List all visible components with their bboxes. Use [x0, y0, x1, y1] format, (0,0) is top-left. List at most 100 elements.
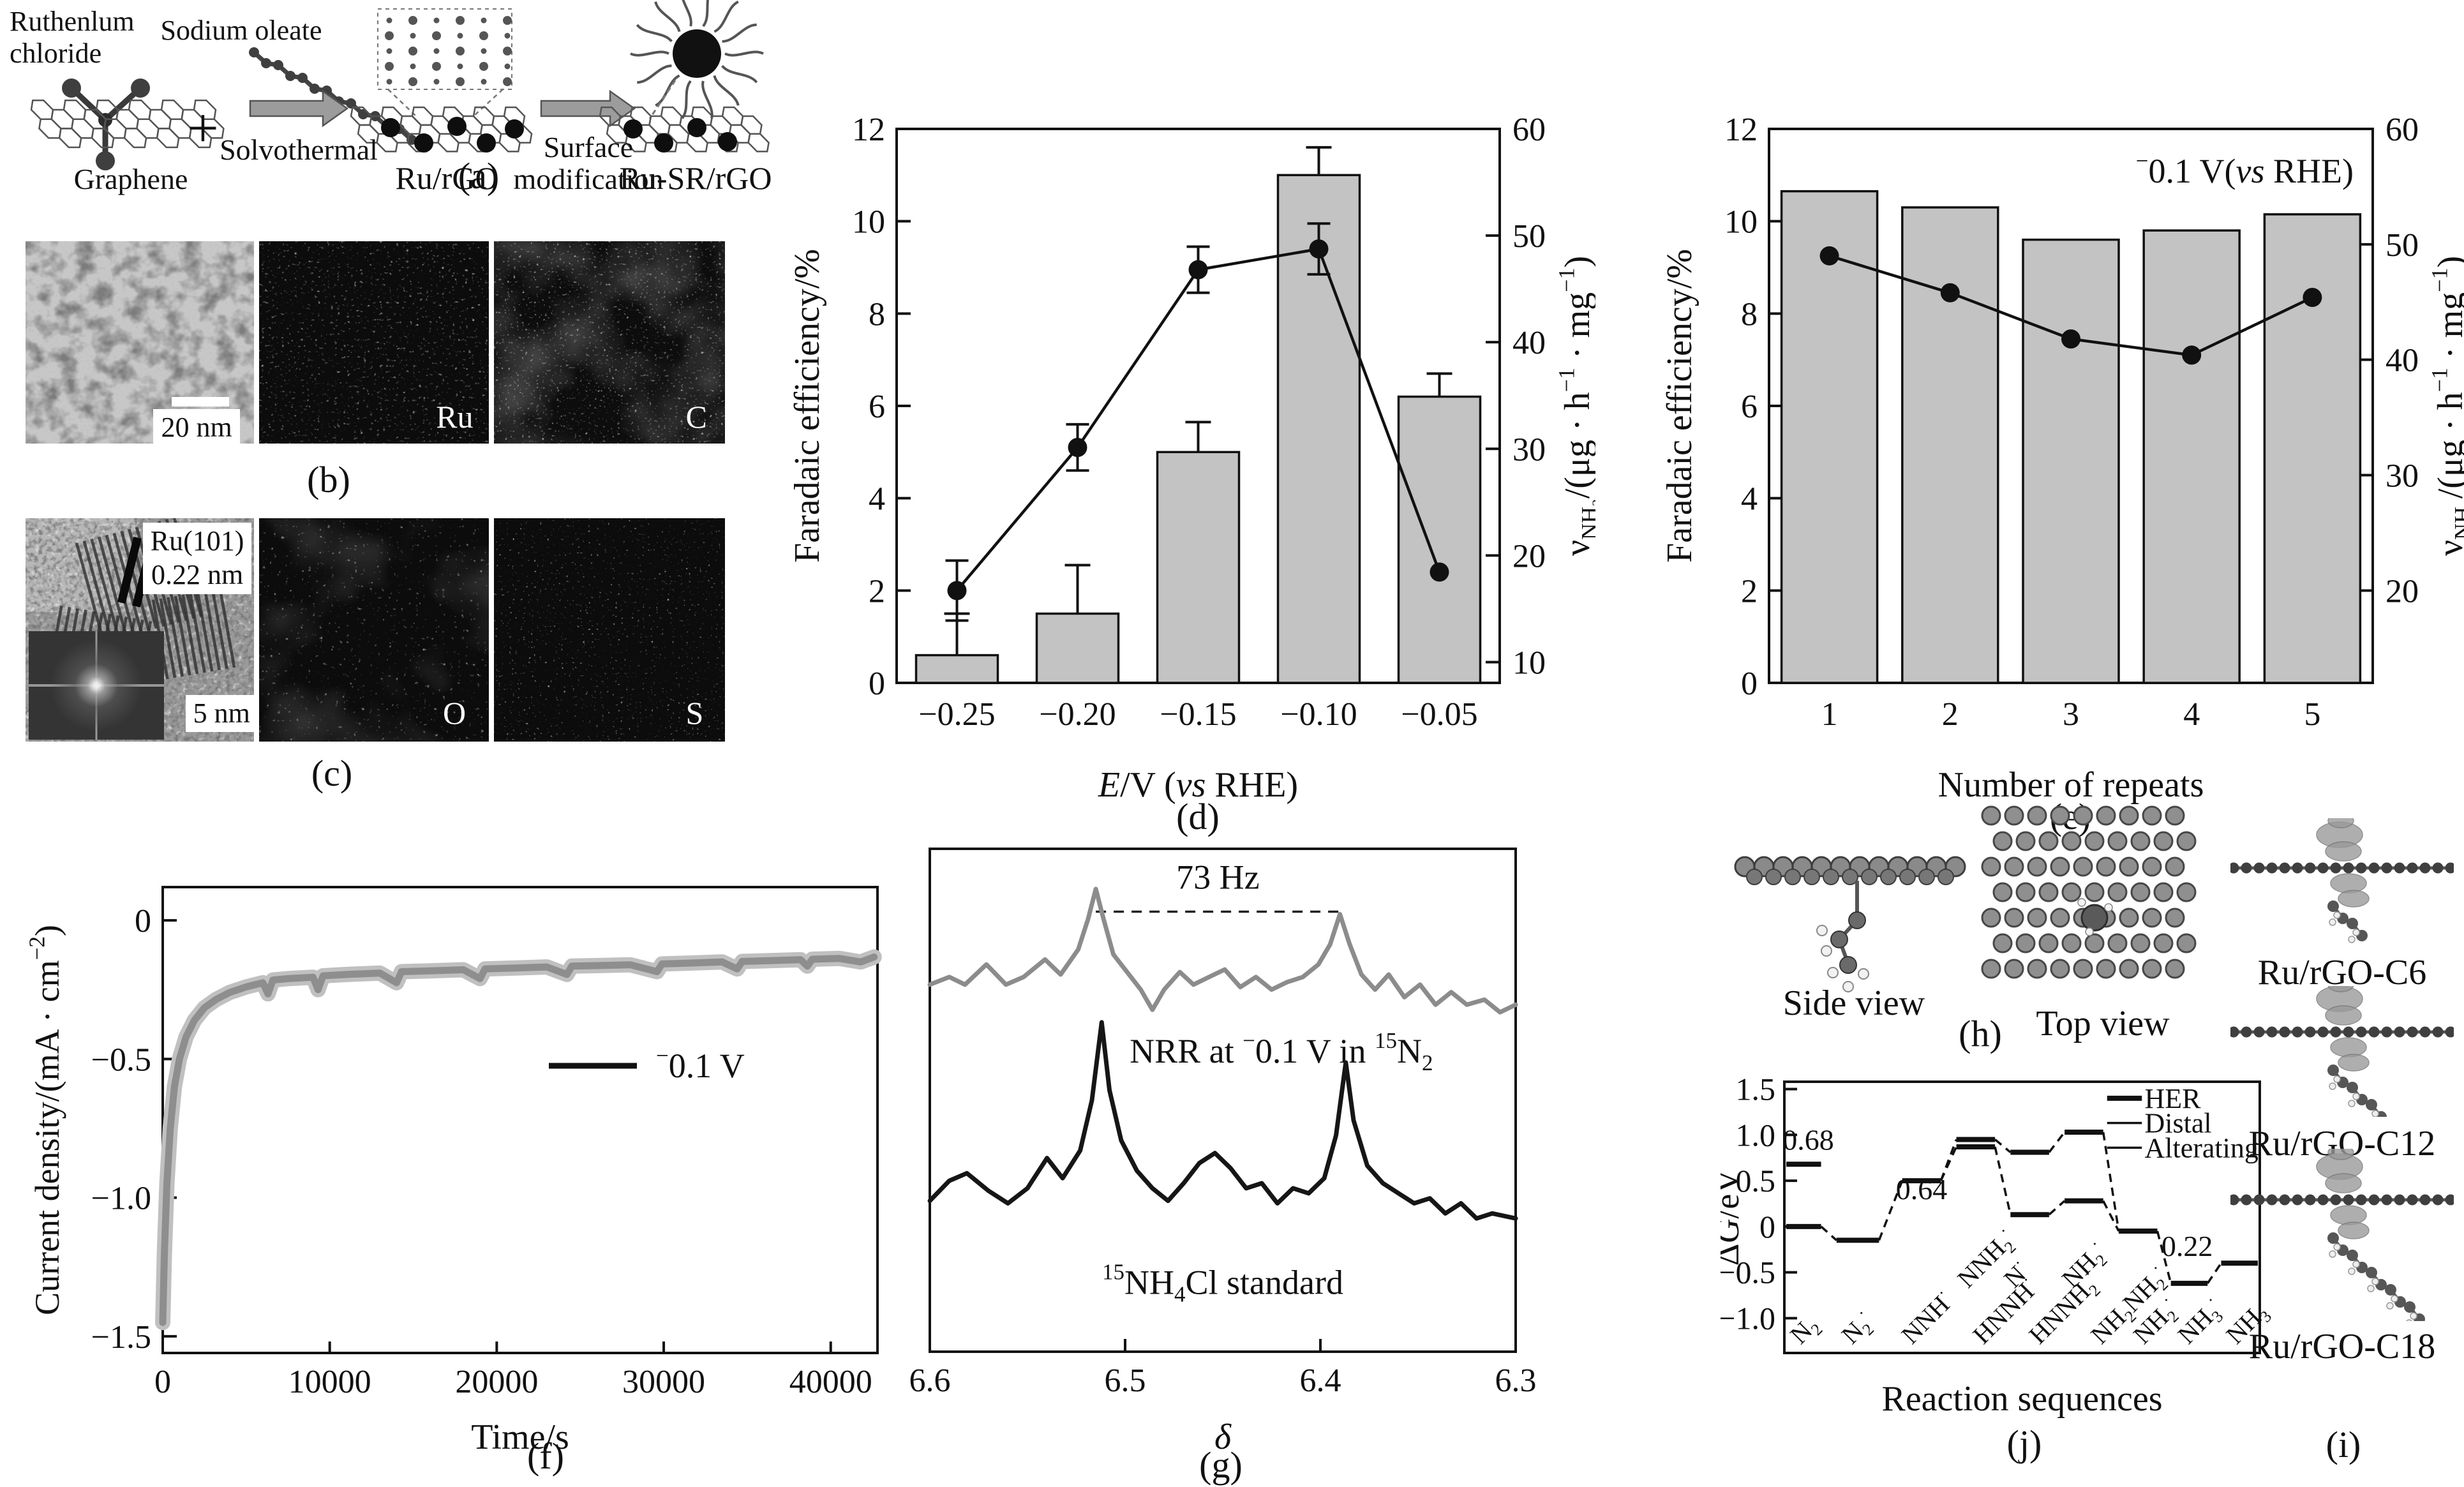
svg-text:15NH4Cl standard: 15NH4Cl standard: [1102, 1260, 1343, 1307]
caption-i: (i): [2326, 1424, 2361, 1465]
fft-inset: [29, 631, 164, 740]
svg-text:0.22: 0.22: [2162, 1230, 2213, 1262]
svg-text:δ: δ: [1214, 1417, 1232, 1457]
svg-text:−0.25: −0.25: [918, 696, 995, 733]
svg-text:10: 10: [1512, 645, 1546, 681]
svg-text:E/V (vs RHE): E/V (vs RHE): [1098, 765, 1298, 805]
eds-map-o: O: [259, 518, 489, 742]
reactant1-label-line1: Ruthenlum: [10, 6, 135, 37]
map-label-c: C: [685, 399, 707, 435]
svg-text:5: 5: [2304, 696, 2320, 733]
charge-density-ru-rgo-c18: [2230, 1149, 2454, 1321]
caption-d: (d): [1176, 796, 1220, 837]
svg-text:40: 40: [2386, 343, 2419, 379]
svg-text:12: 12: [1724, 112, 1758, 148]
svg-text:20: 20: [2386, 573, 2419, 609]
caption-h: (h): [1959, 1013, 2002, 1054]
scale-bar: [172, 397, 229, 407]
caption-g: (g): [1199, 1444, 1243, 1486]
ru-rgo-c18-label: Ru/rGO-C18: [2248, 1327, 2436, 1366]
svg-text:−1.0: −1.0: [1721, 1300, 1775, 1336]
svg-text:10: 10: [1724, 204, 1758, 241]
map-label-ru: Ru: [436, 399, 474, 435]
svg-text:4: 4: [2183, 696, 2200, 733]
svg-text:8: 8: [869, 296, 885, 333]
svg-text:Time/s: Time/s: [471, 1417, 569, 1457]
svg-text:N2: N2: [1784, 1310, 1826, 1352]
svg-text:Alterating: Alterating: [2145, 1132, 2259, 1163]
svg-text:8: 8: [1741, 296, 1758, 333]
svg-text:−0.15: −0.15: [1160, 696, 1236, 733]
svg-text:0.5: 0.5: [1736, 1163, 1776, 1199]
svg-text:4: 4: [869, 481, 885, 518]
map-label-o: O: [443, 695, 467, 731]
tem-image: 20 nm: [26, 241, 254, 444]
svg-text:Faradaic efficiency/%: Faradaic efficiency/%: [788, 249, 827, 563]
svg-text:−0.1 V(vs RHE): −0.1 V(vs RHE): [2136, 148, 2354, 190]
eds-map-s: S: [494, 518, 725, 742]
panel-a-synthesis-schematic: Ruthenlum chloride + Sodium oleate Graph…: [10, 0, 772, 196]
plus-sign: +: [187, 98, 219, 160]
svg-text:0: 0: [1741, 666, 1758, 702]
svg-text:0: 0: [135, 903, 151, 939]
svg-text:40000: 40000: [789, 1364, 872, 1400]
chart-chronoamperometry: 0−0.5−1.0−1.50 10000 20000 30000 40000−0.1 V…: [26, 886, 882, 1457]
caption-j: (j): [2006, 1423, 2042, 1464]
svg-text:20: 20: [1512, 538, 1546, 574]
svg-text:30: 30: [1512, 431, 1546, 468]
svg-text:3: 3: [2063, 696, 2079, 733]
svg-text:−0.5: −0.5: [1721, 1255, 1775, 1290]
svg-text:NRR at −0.1 V in 15N2: NRR at −0.1 V in 15N2: [1130, 1028, 1433, 1075]
svg-text:Number of repeats: Number of repeats: [1938, 765, 2204, 805]
scale-bar-label: 5 nm: [185, 694, 254, 733]
svg-text:10: 10: [852, 204, 885, 241]
svg-text:6.3: 6.3: [1495, 1363, 1537, 1399]
svg-text:HER: HER: [2145, 1083, 2202, 1114]
lattice-plane: Ru(101): [150, 525, 244, 557]
svg-text:12: 12: [852, 112, 885, 148]
svg-text:0.68: 0.68: [1782, 1123, 1834, 1156]
svg-text:0.64: 0.64: [1896, 1173, 1948, 1206]
svg-text:4: 4: [1741, 481, 1758, 518]
caption-a: (a): [458, 155, 500, 197]
svg-text:−1.5: −1.5: [91, 1319, 151, 1356]
lattice-annotation: Ru(101) 0.22 nm: [142, 523, 252, 594]
svg-text:0: 0: [869, 666, 885, 702]
svg-text:Current density/(mA · cm−2): Current density/(mA · cm−2): [26, 925, 66, 1315]
svg-text:νNH₃/(μg · h−1 · mg−1): νNH₃/(μg · h−1 · mg−1): [2427, 256, 2464, 556]
surface-modification-label-line2: modification: [513, 163, 663, 195]
svg-text:1.5: 1.5: [1736, 1071, 1776, 1107]
charge-density-ru-rgo-c6: [2230, 818, 2454, 943]
svg-text:−0.10: −0.10: [1280, 696, 1357, 733]
svg-text:Faradaic efficiency/%: Faradaic efficiency/%: [1660, 249, 1699, 563]
svg-text:2: 2: [1741, 573, 1758, 609]
svg-text:73 Hz: 73 Hz: [1176, 858, 1259, 897]
surface-modification-label-line1: Surface: [544, 131, 633, 163]
top-view-label: Top view: [2036, 1004, 2170, 1043]
side-view-label: Side view: [1782, 983, 1925, 1023]
svg-text:−0.5: −0.5: [91, 1042, 151, 1078]
svg-text:NH3·: NH3·: [2170, 1292, 2231, 1352]
svg-text:6.6: 6.6: [909, 1363, 951, 1399]
svg-text:N2·: N2·: [1834, 1304, 1881, 1352]
svg-text:30000: 30000: [622, 1364, 705, 1400]
svg-text:νNH₃/(μg · h−1 · mg−1): νNH₃/(μg · h−1 · mg−1): [1554, 256, 1596, 556]
chart-faradaic-efficiency-vs-potential: 0 2 4 6 8 10 12 60 50 40 30 20 10 −0.25 −0.20 −0.15 −0.1…: [788, 112, 1596, 805]
chart-nmr-spectra: 6.6 6.5 6.4 6.3 73 Hz NRR at −0.1 V in 15N2 15…: [909, 848, 1537, 1457]
solvothermal-label: Solvothermal: [220, 133, 378, 166]
svg-text:−0.1 V: −0.1 V: [656, 1043, 745, 1085]
caption-b: (b): [307, 459, 350, 500]
eds-map-c: C: [494, 241, 725, 444]
svg-text:6.4: 6.4: [1300, 1363, 1341, 1399]
svg-text:6.5: 6.5: [1105, 1363, 1146, 1399]
structure-art: [1734, 805, 2197, 992]
svg-text:2: 2: [869, 573, 885, 609]
reactant1-label-line2: chloride: [10, 38, 101, 69]
graphene-label: Graphene: [74, 163, 188, 195]
svg-text:−0.20: −0.20: [1039, 696, 1116, 733]
panel-h-dft-structures: [1734, 805, 2197, 992]
svg-text:20000: 20000: [455, 1364, 538, 1400]
svg-text:10000: 10000: [288, 1364, 371, 1400]
caption-c: (c): [311, 752, 353, 794]
